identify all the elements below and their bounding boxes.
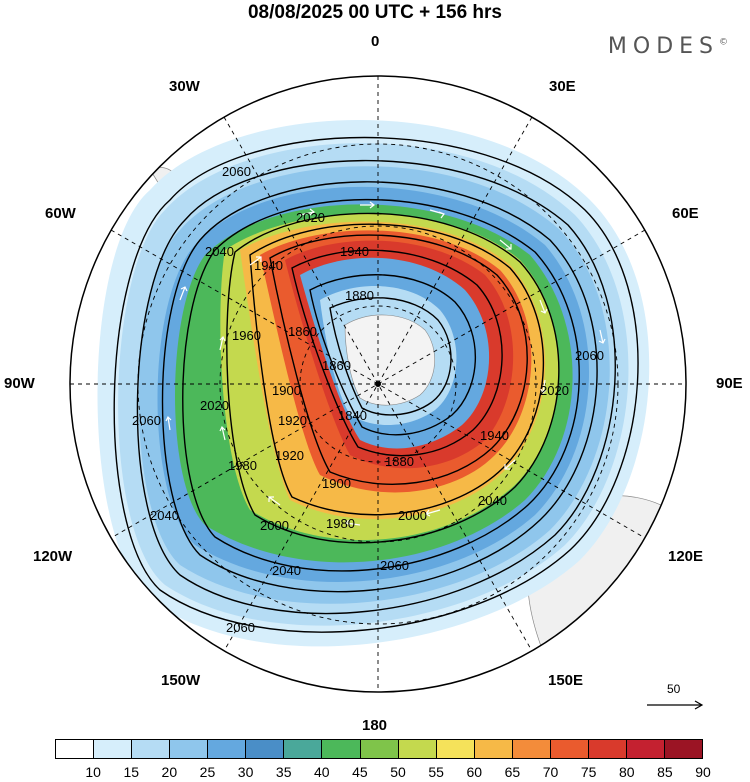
colorbar-swatch: [360, 740, 399, 758]
colorbar-swatch: [322, 740, 361, 758]
contour-label: 2060: [380, 558, 409, 573]
colorbar-level-label: 70: [542, 764, 559, 780]
contour-label: 2020: [200, 398, 229, 413]
colorbar: [55, 739, 703, 759]
contour-label: 1960: [232, 328, 261, 343]
colorbar-labels: 10 15 20 25 30 35 40 45 50 55 60 65 70 75 80 85 90: [55, 764, 710, 782]
colorbar-swatch: [56, 740, 95, 758]
contour-label: 1920: [275, 448, 304, 463]
contour-label: 2020: [540, 383, 569, 398]
contour-label: 1940: [254, 258, 283, 273]
contour-label: 2040: [150, 508, 179, 523]
colorbar-level-label: 90: [695, 764, 711, 780]
lon-label-150e: 150E: [548, 672, 584, 689]
colorbar-swatch: [398, 740, 437, 758]
colorbar-swatch: [474, 740, 513, 758]
contour-label: 1860: [288, 324, 317, 339]
contour-label-layer: 2060 2020 2040 1940 1940 1880 1960 1860 …: [132, 164, 604, 635]
colorbar-swatch: [550, 740, 589, 758]
contour-label: 1880: [385, 454, 414, 469]
colorbar-swatch: [436, 740, 475, 758]
map-border: [69, 75, 687, 693]
polar-map: 2060 2020 2040 1940 1940 1880 1960 1860 …: [69, 75, 687, 693]
colorbar-swatch: [94, 740, 133, 758]
lon-label-30w: 30W: [169, 78, 200, 95]
colorbar-level-label: 45: [352, 764, 368, 780]
lon-label-60e: 60E: [672, 205, 699, 222]
colorbar-level-label: 15: [123, 764, 140, 780]
reference-vector-label: 50: [667, 682, 681, 696]
contour-label: 2060: [575, 348, 604, 363]
reference-vector: 50: [645, 682, 705, 712]
colorbar-swatch: [132, 740, 171, 758]
contour-label: 1980: [228, 458, 257, 473]
contour-label: 1860: [322, 358, 351, 373]
contour-label: 1900: [272, 383, 301, 398]
contour-label: 1900: [322, 476, 351, 491]
colorbar-level-label: 50: [390, 764, 406, 780]
lon-label-120e: 120E: [668, 548, 704, 565]
colorbar-swatch: [626, 740, 665, 758]
brand-logo: MODES©: [607, 34, 728, 59]
colorbar-level-label: 25: [199, 764, 216, 780]
lon-label-90w: 90W: [4, 375, 35, 392]
lon-label-0: 0: [371, 33, 380, 50]
colorbar-swatch: [246, 740, 285, 758]
colorbar-swatch: [208, 740, 247, 758]
contour-label: 2040: [272, 563, 301, 578]
colorbar-swatch: [665, 740, 703, 758]
lon-label-90e: 90E: [716, 375, 743, 392]
contour-label: 2040: [478, 493, 507, 508]
colorbar-swatch: [588, 740, 627, 758]
contour-label: 1920: [278, 413, 307, 428]
colorbar-level-label: 55: [428, 764, 444, 780]
colorbar-swatch: [284, 740, 323, 758]
colorbar-level-label: 75: [580, 764, 597, 780]
field-layer: 2060 2020 2040 1940 1940 1880 1960 1860 …: [70, 76, 686, 692]
contour-label: 2060: [226, 620, 255, 635]
colorbar-swatch: [170, 740, 209, 758]
lon-label-180: 180: [362, 717, 388, 734]
map-title: 08/08/2025 00 UTC + 156 hrs: [247, 2, 503, 23]
contour-label: 2000: [398, 508, 427, 523]
colorbar-level-label: 20: [161, 764, 178, 780]
lon-label-120w: 120W: [33, 548, 73, 565]
contour-label: 1940: [480, 428, 509, 443]
colorbar-level-label: 80: [618, 764, 635, 780]
contour-label: 2020: [296, 210, 325, 225]
colorbar-level-label: 65: [504, 764, 521, 780]
lon-label-60w: 60W: [45, 205, 76, 222]
contour-label: 2060: [222, 164, 251, 179]
antarctica-land: [344, 314, 435, 406]
colorbar-swatch: [512, 740, 551, 758]
colorbar-level-label: 35: [275, 764, 292, 780]
reference-arrow-icon: [647, 700, 704, 710]
contour-label: 1940: [340, 244, 369, 259]
contour-label: 2060: [132, 413, 161, 428]
lon-label-30e: 30E: [549, 78, 576, 95]
colorbar-level-label: 40: [314, 764, 330, 780]
colorbar-level-label: 85: [657, 764, 673, 780]
contour-label: 2040: [205, 244, 234, 259]
south-pole-marker: [375, 381, 381, 387]
brand-text: MODES: [607, 34, 719, 59]
contour-label: 1840: [338, 408, 367, 423]
lon-label-150w: 150W: [161, 672, 201, 689]
contour-label: 1980: [326, 516, 355, 531]
colorbar-level-label: 10: [85, 764, 101, 780]
contour-label: 1880: [345, 288, 374, 303]
colorbar-level-label: 30: [237, 764, 254, 780]
colorbar-level-label: 60: [466, 764, 483, 780]
contour-label: 2000: [260, 518, 289, 533]
wind-vectors: [165, 201, 606, 526]
